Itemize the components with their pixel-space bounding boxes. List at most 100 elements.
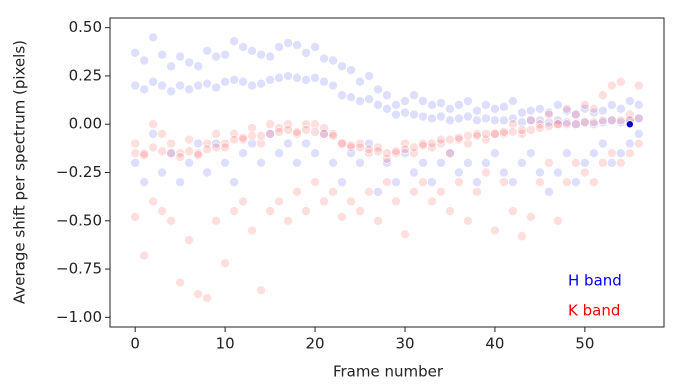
point [526,148,536,158]
point [589,148,599,158]
point [508,113,518,124]
point [517,125,527,135]
point [562,103,572,114]
point [634,100,644,110]
point [481,134,491,145]
point [400,138,410,149]
point [580,167,590,178]
y-tick-label: −0.25 [56,163,102,181]
point [553,215,563,226]
point [472,177,482,187]
point [355,138,365,149]
point [436,98,446,108]
point [328,187,338,197]
point [616,158,626,168]
point [589,117,599,128]
point [571,158,581,168]
point [310,73,320,83]
point [166,215,176,226]
point [418,177,428,187]
point [328,55,338,66]
point [229,129,239,139]
point [247,225,257,236]
x-tick-label: 50 [575,335,594,353]
point [535,167,545,178]
point [166,61,176,72]
point [481,129,491,139]
point [328,80,338,91]
point [364,148,374,158]
point [634,138,644,149]
point [157,146,167,157]
point [463,111,473,122]
point [517,129,527,139]
point [526,212,536,222]
point [616,148,626,158]
point [454,132,464,143]
point [238,76,248,87]
point [535,123,545,133]
point [616,115,626,126]
point [175,152,185,162]
point [391,109,401,120]
point [193,138,203,149]
point [364,187,374,197]
y-tick-label: 0.50 [69,18,102,36]
point [436,138,446,149]
point [553,167,563,178]
point [463,138,473,149]
point [364,94,374,104]
point [499,167,509,178]
point [157,80,167,91]
point [355,76,365,87]
point [256,285,266,296]
point [589,107,599,118]
point [391,177,401,187]
y-tick-label: −0.50 [56,211,102,229]
point [238,132,248,143]
point [184,84,194,95]
point [301,125,311,135]
point [283,125,293,135]
point [184,57,194,68]
point [490,225,500,236]
point [580,100,590,110]
point [202,78,212,89]
point [193,61,203,72]
point [274,127,284,137]
point [148,76,158,87]
point [283,119,293,130]
point [427,177,437,187]
point [373,84,383,95]
point [292,158,302,168]
point [445,148,455,158]
point [319,76,329,87]
reference-point [626,120,634,129]
point [202,293,212,303]
point [283,38,293,48]
point [418,96,428,106]
point [418,111,428,122]
point [130,80,140,91]
point [193,80,203,91]
point [409,187,419,197]
point [517,231,527,242]
y-axis-label: Average shift per spectrum (pixels) [11,40,29,304]
point [292,40,302,50]
plot-frame [109,17,665,328]
point [130,148,140,158]
point [355,206,365,216]
point [526,125,536,135]
point [517,158,527,168]
point [238,148,248,158]
point [382,90,392,101]
point [346,148,356,158]
y-tick-label: 0.00 [69,115,102,133]
point [229,134,239,145]
point [346,65,356,75]
point [301,75,311,85]
point [211,129,221,139]
point [409,109,419,120]
point [211,142,221,153]
point [220,158,230,168]
